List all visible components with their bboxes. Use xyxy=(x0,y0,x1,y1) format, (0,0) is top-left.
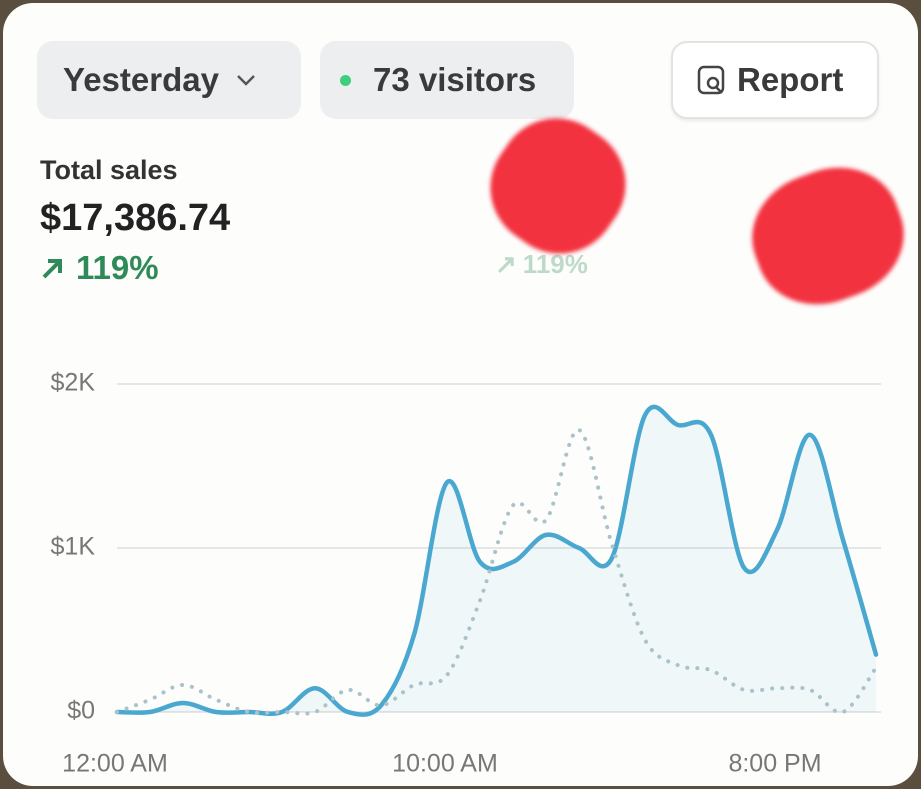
report-label: Report xyxy=(737,61,844,98)
x-tick-label: 10:00 AM xyxy=(392,750,498,778)
live-dot xyxy=(340,74,351,86)
up-arrow-faded: ↗ xyxy=(495,249,517,279)
area xyxy=(117,406,876,715)
visitors-label: 73 visitors xyxy=(373,61,537,98)
metric-label: Total sales xyxy=(40,155,178,185)
metric-change-faded: ↗ 119% xyxy=(495,249,588,280)
report-button[interactable]: Report xyxy=(671,41,879,119)
chevron-icon xyxy=(237,75,255,86)
line xyxy=(115,427,878,716)
metric-value: $17,386.74 xyxy=(40,197,231,239)
date-filter-label: Yesterday xyxy=(63,61,219,98)
report-icon xyxy=(697,65,725,95)
chart: $0 $1K $2K 12:00 AM 10:00 AM 8:00 PM xyxy=(51,369,881,778)
x-tick-label: 8:00 PM xyxy=(728,750,821,778)
metric-change-value: 119% xyxy=(522,249,588,279)
card: Yesterday 73 visitors Report Total sales… xyxy=(3,3,918,786)
metric-change: 119% xyxy=(38,249,159,287)
y-tick-label: $0 xyxy=(67,697,95,725)
up-arrow xyxy=(42,259,62,279)
date-filter[interactable]: Yesterday xyxy=(37,41,301,119)
y-tick-label: $2K xyxy=(51,369,96,397)
x-tick-label: 12:00 AM xyxy=(62,750,168,778)
metric-change-value: 119% xyxy=(76,249,159,286)
y-tick-label: $1K xyxy=(51,533,96,561)
visitors-button[interactable]: 73 visitors xyxy=(320,41,574,119)
